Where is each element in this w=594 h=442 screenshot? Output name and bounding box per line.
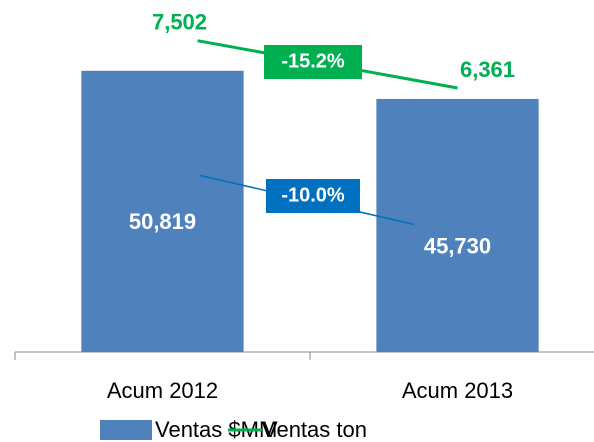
bar [376,98,539,352]
x-tick-label: Acum 2012 [107,378,218,403]
bar-value-label: 50,819 [129,209,196,234]
annotation-label: -10.0% [281,184,345,206]
legend-swatch [100,420,152,440]
annotation-label: -15.2% [281,50,345,72]
x-tick-label: Acum 2013 [402,378,513,403]
legend-label: Ventas ton [263,417,367,442]
annotation-box [266,179,360,213]
line-value-label: 6,361 [460,57,515,82]
bar [81,70,244,352]
bar-value-label: 45,730 [424,233,491,258]
annotation-box [264,45,362,79]
line-value-label: 7,502 [152,9,207,34]
